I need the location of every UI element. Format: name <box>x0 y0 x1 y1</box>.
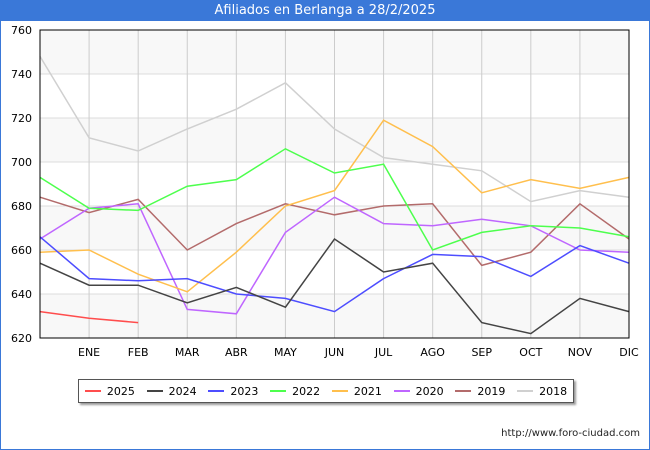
x-tick-label: OCT <box>519 346 542 359</box>
legend-item-2025: 2025 <box>84 384 135 398</box>
legend: 2025 2024 2023 2022 2021 2020 2019 2018 <box>78 379 574 403</box>
source-url[interactable]: http://www.foro-ciudad.com <box>501 428 640 439</box>
legend-swatch <box>270 390 287 392</box>
series-line-2022 <box>39 147 630 251</box>
y-tick-label: 700 <box>11 156 32 169</box>
legend-label: 2019 <box>477 384 506 398</box>
legend-label: 2022 <box>292 384 321 398</box>
x-tick-label: JUL <box>374 346 393 359</box>
legend-item-2024: 2024 <box>146 384 197 398</box>
series-line-2018 <box>39 56 630 203</box>
x-tick-label: MAR <box>175 346 200 359</box>
chart-title: Afiliados en Berlanga a 28/2/2025 <box>0 0 650 21</box>
x-tick-label: ENE <box>78 346 100 359</box>
x-tick-label: FEB <box>128 346 149 359</box>
x-tick-label: SEP <box>471 346 492 359</box>
x-tick-label: JUN <box>324 346 345 359</box>
legend-swatch <box>208 390 225 392</box>
series-line-2023 <box>39 236 630 313</box>
legend-label: 2024 <box>168 384 197 398</box>
legend-swatch <box>517 390 534 392</box>
legend-label: 2020 <box>415 384 444 398</box>
y-tick-label: 620 <box>11 332 32 345</box>
legend-label: 2025 <box>106 384 135 398</box>
series-line-2025 <box>39 310 139 324</box>
legend-item-2022: 2022 <box>270 385 320 398</box>
legend-swatch <box>84 390 101 392</box>
x-tick-label: ABR <box>225 346 248 359</box>
series-line-2024 <box>39 237 630 335</box>
y-tick-label: 680 <box>11 200 32 213</box>
legend-item-2019: 2019 <box>455 385 505 398</box>
legend-label: 2023 <box>230 384 259 398</box>
y-tick-label: 760 <box>11 24 32 37</box>
plot-border <box>39 29 630 339</box>
y-tick-label: 740 <box>11 68 32 81</box>
y-tick-label: 720 <box>11 112 32 125</box>
legend-swatch <box>455 390 472 392</box>
x-tick-label: MAY <box>274 346 297 359</box>
legend-item-2018: 2018 <box>517 385 567 398</box>
legend-swatch <box>393 390 410 392</box>
x-tick-label: DIC <box>619 346 639 359</box>
x-tick-label: NOV <box>568 346 593 359</box>
legend-swatch <box>146 390 163 392</box>
legend-item-2021: 2021 <box>331 384 382 398</box>
legend-label: 2021 <box>353 384 382 398</box>
legend-label: 2018 <box>539 384 568 398</box>
series-line-2019 <box>39 196 630 267</box>
legend-item-2023: 2023 <box>208 385 258 398</box>
y-tick-label: 660 <box>11 244 32 257</box>
legend-item-2020: 2020 <box>393 384 444 398</box>
legend-swatch <box>331 390 348 392</box>
x-tick-label: AGO <box>420 346 445 359</box>
series-line-2021 <box>39 119 630 293</box>
y-tick-label: 640 <box>11 288 32 301</box>
